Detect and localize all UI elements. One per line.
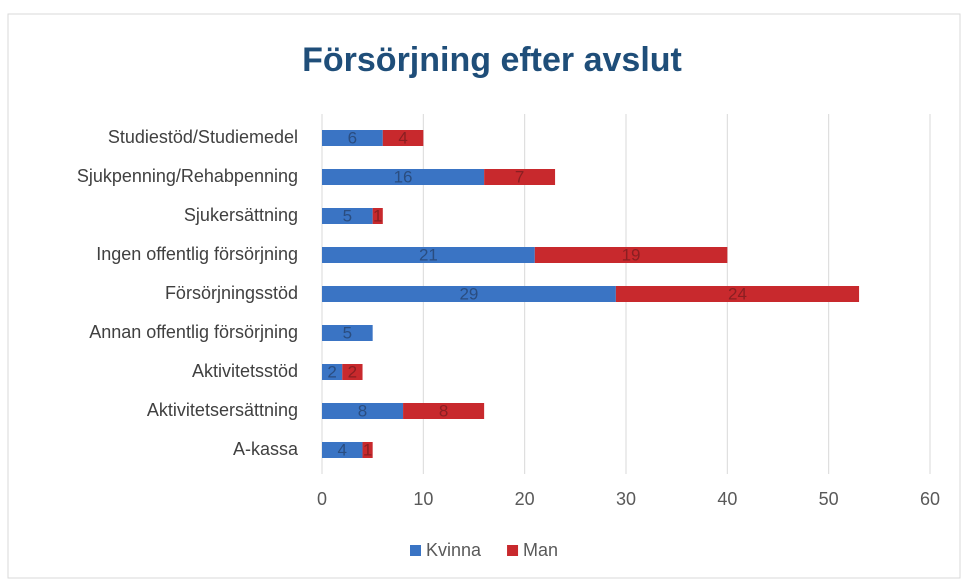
data-label: 1 xyxy=(373,206,382,225)
chart-title: Försörjning efter avslut xyxy=(302,41,682,79)
x-tick-label: 60 xyxy=(920,489,940,509)
data-label: 2 xyxy=(348,362,357,381)
data-label: 29 xyxy=(459,284,478,303)
bar-segment xyxy=(382,130,424,146)
bar-segment xyxy=(362,442,373,458)
data-label: 21 xyxy=(419,245,438,264)
x-tick-label: 20 xyxy=(515,489,535,509)
bar-segment xyxy=(615,286,860,302)
data-label: 1 xyxy=(363,440,372,459)
bar-segment xyxy=(322,247,535,263)
bar-segment xyxy=(372,208,383,224)
x-tick-label: 50 xyxy=(819,489,839,509)
data-label: 2 xyxy=(327,362,336,381)
bar-segment xyxy=(534,247,728,263)
y-tick-label: Aktivitetsersättning xyxy=(147,400,298,420)
y-tick-label: Ingen offentlig försörjning xyxy=(96,244,298,264)
bar-segment xyxy=(322,208,373,224)
y-tick-label: Sjukpenning/Rehabpenning xyxy=(77,166,298,186)
legend-label: Man xyxy=(523,540,558,560)
data-label: 5 xyxy=(343,323,352,342)
x-tick-label: 10 xyxy=(413,489,433,509)
bar-segment xyxy=(322,130,383,146)
x-tick-label: 40 xyxy=(717,489,737,509)
y-tick-label: Annan offentlig försörjning xyxy=(89,322,298,342)
bar-segment xyxy=(322,286,616,302)
y-tick-label: A-kassa xyxy=(233,439,299,459)
data-label: 8 xyxy=(439,401,448,420)
data-label: 7 xyxy=(515,167,524,186)
x-tick-label: 30 xyxy=(616,489,636,509)
legend-swatch xyxy=(507,545,519,556)
bar-segment xyxy=(484,169,556,185)
data-label: 24 xyxy=(728,284,747,303)
bar-segment xyxy=(342,364,363,380)
y-tick-label: Studiestöd/Studiemedel xyxy=(108,127,298,147)
x-tick-label: 0 xyxy=(317,489,327,509)
y-tick-label: Försörjningsstöd xyxy=(165,283,298,303)
data-label: 19 xyxy=(622,245,641,264)
data-label: 4 xyxy=(398,128,407,147)
y-tick-label: Aktivitetsstöd xyxy=(192,361,298,381)
data-label: 16 xyxy=(394,167,413,186)
legend-label: Kvinna xyxy=(426,540,482,560)
bar-segment xyxy=(322,442,363,458)
bar-segment xyxy=(322,169,485,185)
data-label: 8 xyxy=(358,401,367,420)
bar-segment xyxy=(403,403,485,419)
y-tick-label: Sjukersättning xyxy=(184,205,298,225)
bar-segment xyxy=(322,325,373,341)
bar-segment xyxy=(322,364,343,380)
data-label: 5 xyxy=(343,206,352,225)
bar-segment xyxy=(322,403,404,419)
data-label: 6 xyxy=(348,128,357,147)
legend-swatch xyxy=(410,545,421,556)
data-label: 4 xyxy=(338,440,347,459)
